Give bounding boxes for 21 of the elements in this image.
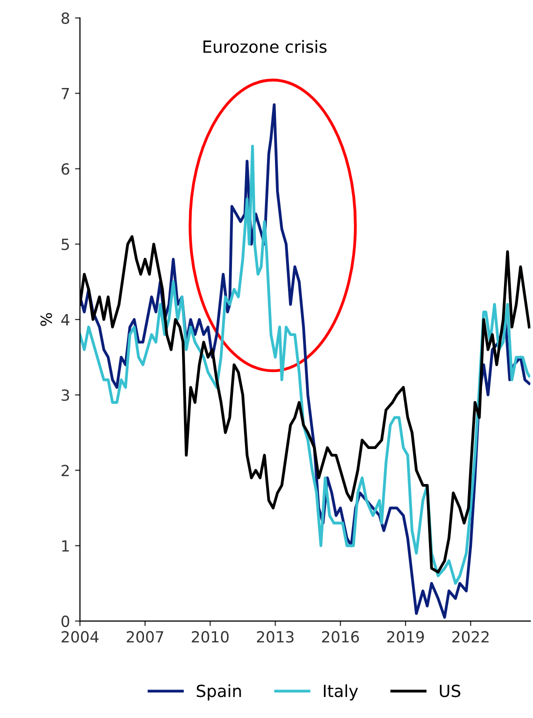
x-tick-label: 2007 [126, 631, 164, 643]
y-tick-label: 4 [61, 314, 70, 326]
x-tick-label: 2013 [256, 631, 294, 643]
annotation: Eurozone crisis [204, 40, 327, 53]
legend-label: Spain [196, 684, 241, 700]
legend-label: US [440, 684, 460, 698]
y-tick-label: 8 [62, 12, 70, 24]
x-tick-label: 2010 [192, 631, 229, 643]
y-tick-label: 6 [62, 163, 70, 175]
y-tick-label: 3 [62, 389, 70, 401]
y-tick-label: 7 [62, 88, 69, 100]
y-tick-label: 2 [62, 464, 69, 476]
x-tick-label: 2019 [387, 631, 424, 643]
y-axis-title: % [40, 313, 52, 326]
y-tick-label: 0 [62, 616, 70, 628]
x-tick-label: 2004 [62, 631, 99, 643]
x-tick-label: 2022 [452, 631, 489, 643]
legend-label: Italy [324, 684, 358, 700]
y-tick-label: 1 [62, 540, 69, 552]
x-tick-label: 2016 [322, 631, 359, 643]
y-tick-label: 5 [62, 238, 69, 250]
